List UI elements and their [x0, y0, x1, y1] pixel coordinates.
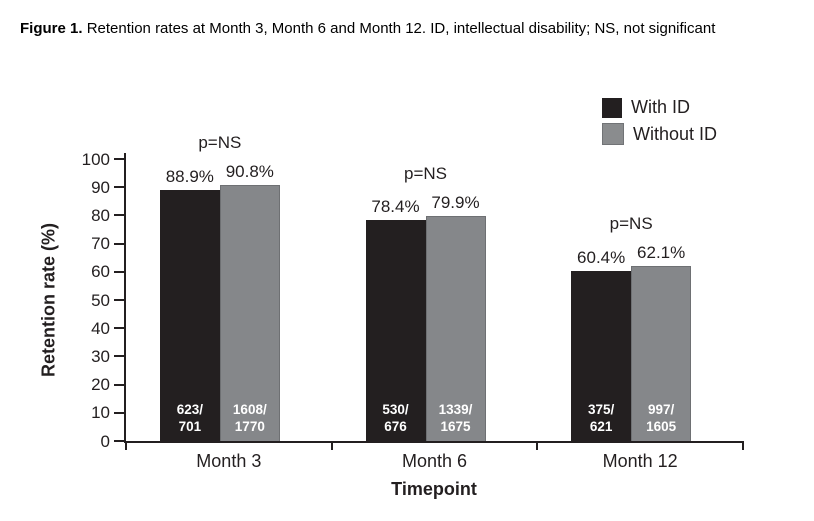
x-axis-line	[124, 441, 743, 443]
x-axis-tick	[125, 441, 127, 450]
sample-size-label-without-id-month-3: 1608/1770	[220, 401, 280, 435]
value-label-with-id-month-3: 88.9%	[165, 167, 214, 187]
y-axis-tick-label: 90	[91, 177, 110, 197]
x-axis-tick	[742, 441, 744, 450]
y-axis-tick-label: 20	[91, 375, 110, 395]
figure-caption: Figure 1. Retention rates at Month 3, Mo…	[20, 12, 742, 46]
y-axis-tick	[114, 242, 124, 245]
sample-size-line: 1675	[440, 419, 471, 434]
value-label-without-id-month-12: 62.1%	[637, 242, 686, 262]
sample-size-line: 1608/	[232, 402, 267, 417]
bar-without-id-month-3	[219, 184, 280, 441]
y-axis-tick	[114, 299, 124, 301]
caption-text: Retention rates at Month 3, Month 6 and …	[86, 20, 716, 37]
legend-item-without-id: Without ID	[602, 123, 717, 145]
legend: With ID Without ID	[602, 97, 717, 150]
sample-size-label-with-id-month-12: 375/621	[571, 401, 631, 435]
p-value-label-month-3: p=NS	[198, 132, 242, 152]
y-axis-line	[124, 153, 126, 443]
bar-with-id-month-3	[159, 190, 220, 441]
y-axis-tick-label: 60	[91, 262, 110, 282]
sample-size-label-without-id-month-12: 997/1605	[631, 401, 691, 435]
plot-area: Timepoint 0 10 20 30 40 50 60 70 80 90 100 88.9% 623…	[82, 133, 744, 499]
x-category-label-month-3: Month 3	[196, 451, 262, 471]
y-axis-tick	[114, 327, 124, 330]
legend-swatch-with-id	[602, 97, 622, 118]
legend-item-with-id: With ID	[602, 97, 717, 118]
sample-size-line: 1770	[234, 419, 265, 434]
sample-size-line: 623/	[176, 402, 203, 417]
value-label-with-id-month-6: 78.4%	[371, 196, 420, 216]
bar-without-id-month-6	[425, 215, 486, 441]
p-value-label-month-12: p=NS	[609, 213, 653, 233]
value-label-without-id-month-3: 90.8%	[225, 161, 274, 181]
y-axis-tick	[114, 270, 124, 273]
x-axis-tick	[536, 441, 539, 450]
x-category-label-month-12: Month 12	[602, 451, 678, 471]
y-axis-tick	[114, 411, 124, 414]
figure-label: Figure 1.	[20, 20, 83, 37]
y-axis-tick-label: 10	[91, 403, 110, 423]
y-axis-tick	[114, 214, 124, 217]
y-axis-tick-label: 70	[91, 234, 110, 254]
bar-with-id-month-6	[365, 219, 426, 441]
y-axis-tick	[114, 158, 124, 160]
sample-size-line: 676	[384, 419, 407, 434]
y-axis-tick	[114, 186, 124, 189]
sample-size-line: 375/	[588, 402, 615, 417]
sample-size-line: 621	[589, 419, 613, 434]
value-label-with-id-month-12: 60.4%	[577, 247, 626, 267]
x-category-label-month-6: Month 6	[401, 451, 468, 471]
sample-size-line: 1339/	[438, 402, 473, 417]
sample-size-line: 1605	[646, 419, 677, 434]
legend-label-without-id: Without ID	[633, 123, 718, 144]
x-axis-tick	[330, 441, 333, 450]
bar-with-id-month-12	[571, 270, 632, 441]
y-axis-tick	[114, 383, 124, 386]
y-axis-tick-label: 0	[100, 431, 110, 451]
x-axis-title: Timepoint	[391, 479, 477, 499]
sample-size-line: 530/	[382, 402, 409, 417]
sample-size-line: 997/	[648, 402, 675, 417]
y-axis-tick	[114, 440, 124, 442]
value-label-without-id-month-6: 79.9%	[431, 192, 480, 212]
sample-size-label-with-id-month-3: 623/701	[160, 401, 220, 435]
sample-size-line: 701	[178, 419, 202, 434]
y-axis-tick-label: 40	[91, 318, 110, 338]
legend-swatch-without-id	[602, 123, 624, 145]
bar-without-id-month-12	[631, 265, 692, 441]
y-axis-tick-label: 50	[91, 290, 110, 310]
y-axis-tick	[114, 355, 124, 358]
y-axis-tick-label: 80	[91, 205, 110, 225]
sample-size-label-without-id-month-6: 1339/1675	[426, 401, 486, 435]
y-axis-tick-label: 30	[91, 346, 110, 366]
y-axis-title: Retention rate (%)	[38, 222, 59, 378]
legend-label-with-id: With ID	[631, 97, 691, 117]
y-axis-tick-label: 100	[81, 149, 110, 169]
sample-size-label-with-id-month-6: 530/676	[366, 401, 426, 435]
p-value-label-month-6: p=NS	[404, 163, 447, 183]
